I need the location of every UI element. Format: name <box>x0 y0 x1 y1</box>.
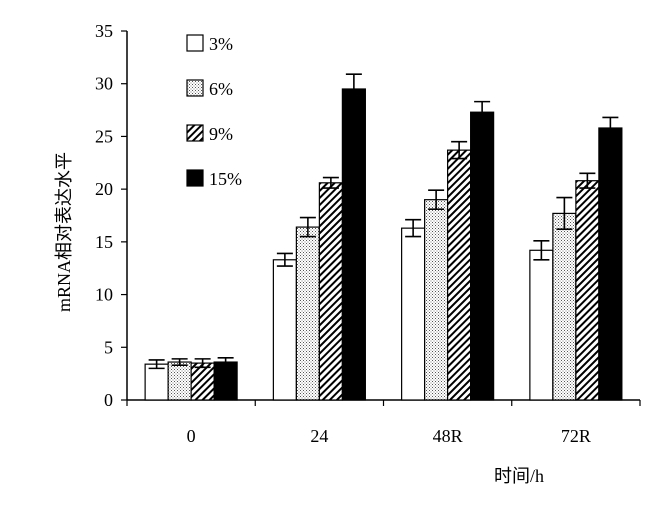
bars <box>144 73 623 401</box>
y-axis-title: mRNA相对表达水平 <box>54 152 74 312</box>
bar <box>295 226 320 401</box>
legend-label: 3% <box>209 34 233 54</box>
y-tick-label: 5 <box>104 337 113 357</box>
bar <box>341 88 366 401</box>
bar <box>213 361 238 401</box>
x-tick-label: 24 <box>310 426 328 446</box>
bar <box>575 180 600 401</box>
x-tick-label: 48R <box>433 426 463 446</box>
legend-swatch <box>186 34 204 52</box>
bar <box>424 199 449 401</box>
y-tick-label: 25 <box>95 126 113 146</box>
bar <box>447 149 472 401</box>
x-tick-label: 72R <box>561 426 591 446</box>
y-tick-label: 10 <box>95 285 113 305</box>
legend: 3% 6% 9% 15% <box>186 34 242 189</box>
y-tick-label: 35 <box>95 21 113 41</box>
y-tick-label: 30 <box>95 74 113 94</box>
legend-label: 9% <box>209 124 233 144</box>
y-tick-label: 20 <box>95 179 113 199</box>
bar <box>401 227 426 401</box>
bar <box>552 212 577 401</box>
legend-swatch <box>186 79 204 97</box>
bar <box>272 259 297 401</box>
x-tick-label: 0 <box>187 426 196 446</box>
bar <box>144 363 169 401</box>
bar <box>167 361 192 401</box>
bar <box>598 127 623 401</box>
y-tick-label: 15 <box>95 232 113 252</box>
bar <box>318 182 343 401</box>
y-tick-label: 0 <box>104 390 113 410</box>
x-axis-title: 时间/h <box>494 466 544 486</box>
bar <box>190 362 215 401</box>
legend-label: 15% <box>209 169 242 189</box>
bar <box>529 249 554 401</box>
legend-swatch <box>186 124 204 142</box>
axes: 0 5 10 15 20 25 30 35 0 24 48R 72R <box>95 21 641 446</box>
bar <box>470 111 495 401</box>
legend-label: 6% <box>209 79 233 99</box>
legend-swatch <box>186 169 204 187</box>
